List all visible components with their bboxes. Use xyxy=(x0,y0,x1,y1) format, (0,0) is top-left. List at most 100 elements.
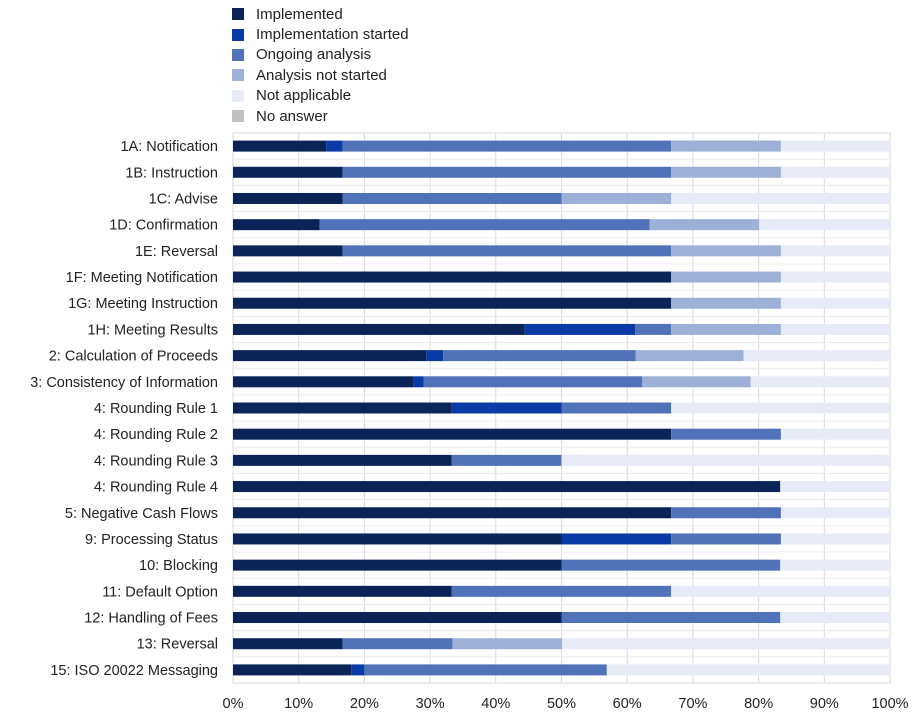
bar-segment xyxy=(780,428,890,440)
bar-segment xyxy=(342,638,453,650)
category-label: 10: Blocking xyxy=(139,558,218,574)
bar-segment xyxy=(524,323,636,335)
bar-segment xyxy=(635,350,744,362)
bar-segment xyxy=(342,140,672,152)
legend-label: No answer xyxy=(256,107,328,125)
category-label: 1E: Reversal xyxy=(135,244,218,260)
category-label: 4: Rounding Rule 2 xyxy=(94,427,218,443)
x-tick-label: 20% xyxy=(350,696,379,712)
legend-swatch-analysis-not-started xyxy=(232,69,244,82)
bar-segment xyxy=(780,245,890,257)
bar-segment xyxy=(606,664,890,676)
bar-segment xyxy=(649,219,760,231)
bar-segment xyxy=(342,192,562,204)
bar-segment xyxy=(233,271,672,283)
category-label: 3: Consistency of Information xyxy=(30,375,218,391)
bar-segment xyxy=(561,454,890,466)
legend-item-ongoing-analysis: Ongoing analysis xyxy=(232,45,409,65)
bar-segment xyxy=(780,271,890,283)
bar-segment xyxy=(426,350,444,362)
bar-segment xyxy=(413,376,424,388)
x-tick-label: 50% xyxy=(547,696,576,712)
legend-label: Analysis not started xyxy=(256,66,387,84)
bar-segment xyxy=(233,664,352,676)
bar-segment xyxy=(561,402,672,414)
bar-segment xyxy=(635,323,672,335)
category-label: 1B: Instruction xyxy=(125,165,218,181)
bar-segment xyxy=(780,559,890,571)
bar-segment xyxy=(233,192,343,204)
bar-segment xyxy=(451,454,562,466)
bar-segment xyxy=(319,219,650,231)
category-label: 13: Reversal xyxy=(137,637,218,653)
category-label: 1C: Advise xyxy=(149,191,218,207)
bar-segment xyxy=(780,507,890,519)
category-label: 1F: Meeting Notification xyxy=(66,270,218,286)
bar-segment xyxy=(671,297,781,309)
x-tick-label: 80% xyxy=(744,696,773,712)
bar-segment xyxy=(342,166,672,178)
bar-segment xyxy=(452,638,563,650)
bar-segment xyxy=(642,376,751,388)
category-label: 1H: Meeting Results xyxy=(87,322,218,338)
bar-segment xyxy=(671,323,781,335)
bar-segment xyxy=(233,585,452,597)
bar-segment xyxy=(780,481,890,493)
bar-segment xyxy=(671,140,781,152)
bar-segment xyxy=(671,585,890,597)
bar-segment xyxy=(561,192,672,204)
bar-segment xyxy=(326,140,343,152)
category-label: 4: Rounding Rule 1 xyxy=(94,401,218,417)
bar-segment xyxy=(443,350,636,362)
bar-segment xyxy=(342,245,672,257)
legend-item-implementation-started: Implementation started xyxy=(232,24,409,44)
x-tick-label: 60% xyxy=(613,696,642,712)
bar-segment xyxy=(233,612,562,624)
category-label: 1A: Notification xyxy=(120,139,218,155)
x-tick-label: 0% xyxy=(223,696,244,712)
x-tick-label: 30% xyxy=(416,696,445,712)
category-label: 4: Rounding Rule 4 xyxy=(94,480,218,496)
bar-segment xyxy=(671,271,781,283)
bar-segment xyxy=(780,297,890,309)
bar-segment xyxy=(233,428,672,440)
bar-segment xyxy=(364,664,607,676)
bar-segment xyxy=(671,402,890,414)
legend-label: Implemented xyxy=(256,5,343,23)
bar-segment xyxy=(233,245,343,257)
bar-segment xyxy=(233,533,562,545)
category-label: 1D: Confirmation xyxy=(109,218,218,234)
bar-segment xyxy=(671,245,781,257)
legend-item-not-applicable: Not applicable xyxy=(232,86,409,106)
legend-item-no-answer: No answer xyxy=(232,106,409,126)
legend-item-implemented: Implemented xyxy=(232,4,409,24)
legend: Implemented Implementation started Ongoi… xyxy=(232,4,409,126)
category-label: 11: Default Option xyxy=(102,584,218,600)
x-tick-label: 90% xyxy=(810,696,839,712)
bar-segment xyxy=(451,402,562,414)
category-label: 1G: Meeting Instruction xyxy=(68,296,218,312)
legend-swatch-implementation-started xyxy=(232,28,244,41)
bar-segment xyxy=(780,533,890,545)
bar-segment xyxy=(233,454,452,466)
legend-swatch-not-applicable xyxy=(232,89,244,102)
bar-segment xyxy=(233,376,414,388)
bar-segment xyxy=(451,585,672,597)
bar-segment xyxy=(780,323,890,335)
category-label: 4: Rounding Rule 3 xyxy=(94,453,218,469)
bar-segment xyxy=(233,559,562,571)
bar-segment xyxy=(233,638,343,650)
legend-swatch-implemented xyxy=(232,8,244,21)
category-label: 5: Negative Cash Flows xyxy=(65,506,218,522)
bar-segment xyxy=(561,533,672,545)
bar-segment xyxy=(423,376,643,388)
bar-segment xyxy=(743,350,890,362)
bar-segment xyxy=(671,428,781,440)
x-tick-label: 40% xyxy=(481,696,510,712)
x-tick-label: 100% xyxy=(871,696,908,712)
bar-segment xyxy=(671,507,781,519)
legend-label: Implementation started xyxy=(256,26,409,44)
bar-segment xyxy=(233,323,525,335)
legend-item-analysis-not-started: Analysis not started xyxy=(232,65,409,85)
bar-segment xyxy=(671,166,781,178)
